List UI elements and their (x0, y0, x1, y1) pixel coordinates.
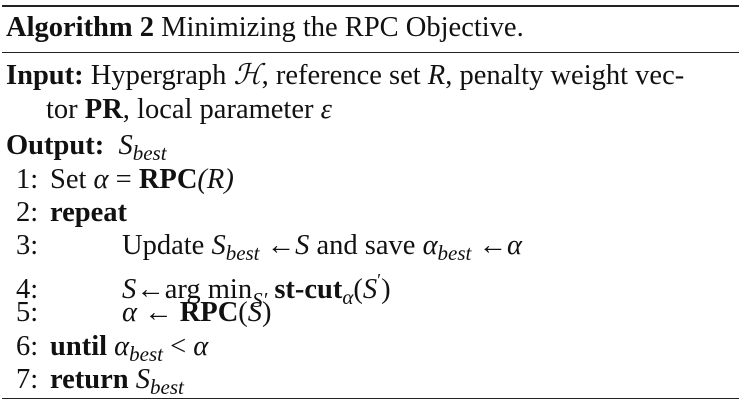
step-6: 6: until αbest < α (16, 329, 208, 372)
set-symbol: S (118, 130, 133, 161)
step-1: 1: Set α = RPC(R) (16, 162, 234, 198)
subscript: best (437, 241, 472, 265)
subscript: best (225, 241, 260, 265)
arrow: ← (471, 230, 507, 261)
step-7: 7: return Sbest (16, 362, 184, 405)
subscript: S (252, 288, 263, 312)
st-cut-function: st-cut (267, 274, 343, 305)
step-text: ( (353, 274, 363, 305)
alpha-symbol: α (93, 164, 109, 195)
set-symbol: S (128, 364, 151, 395)
step-text: and save (309, 230, 423, 261)
hypergraph-symbol: ℋ (233, 58, 262, 91)
alpha-symbol: α (122, 297, 137, 328)
step-3: 3: Update Sbest ←S and save αbest ←α (16, 228, 522, 271)
step-text: ) (262, 297, 272, 328)
alpha-symbol: α (422, 230, 438, 261)
input-text: , reference set (261, 60, 428, 91)
rpc-function: RPC (138, 164, 198, 195)
prime: ′ (377, 270, 382, 290)
keyword-until: until (50, 331, 108, 362)
step-text: Set (50, 164, 94, 195)
arrow: ← (136, 297, 180, 328)
output-label: Output: (6, 130, 105, 161)
input-line-1: Input: Hypergraph ℋ, reference set R, pe… (6, 57, 684, 94)
subscript: best (129, 342, 163, 366)
algorithm-title: Minimizing the RPC Objective. (161, 12, 524, 43)
subscript: α (342, 285, 354, 309)
alpha-symbol: α (107, 331, 130, 362)
set-symbol: S (295, 230, 310, 261)
input-line-2: tor PR, local parameter ε (46, 92, 332, 128)
set-symbol: S (247, 297, 263, 328)
reference-set-symbol: R (427, 60, 446, 91)
step-text: ) (381, 274, 391, 305)
penalty-vector-symbol: PR (84, 94, 123, 125)
alpha-symbol: α (193, 331, 209, 362)
step-text: Update (122, 230, 212, 261)
line-number: 3: (16, 230, 39, 261)
line-number: 6: (16, 331, 39, 362)
input-label: Input: (6, 60, 84, 91)
keyword-repeat: repeat (50, 197, 128, 228)
epsilon-symbol: ε (320, 94, 332, 125)
subscript: best (150, 375, 184, 399)
line-number: 5: (16, 297, 39, 328)
subscript: best (132, 141, 167, 165)
line-number: 1: (16, 164, 39, 195)
line-number: 2: (16, 197, 39, 228)
input-text: tor (46, 94, 85, 125)
set-symbol: S (211, 230, 226, 261)
caption-rule (2, 52, 739, 53)
step-text: < (162, 331, 194, 362)
algorithm-label: Algorithm 2 (6, 12, 155, 43)
set-symbol: S (362, 274, 378, 305)
step-text: = (108, 164, 139, 195)
arrow: ← (136, 274, 165, 305)
alpha-symbol: α (506, 230, 522, 261)
keyword-return: return (50, 364, 129, 395)
input-text: Hypergraph (90, 60, 234, 91)
rpc-function: RPC (179, 297, 239, 328)
input-text: , local parameter (122, 94, 321, 125)
line-number: 7: (16, 364, 39, 395)
step-text: ( (238, 297, 248, 328)
subscript-prime: ′ (262, 288, 268, 312)
output-line: Output: Sbest (6, 128, 167, 171)
top-rule (2, 5, 739, 7)
set-symbol: S (122, 274, 137, 305)
bottom-rule (2, 398, 739, 399)
input-text: , penalty weight vec- (445, 60, 685, 91)
step-4: 4: S←arg minS′ st-cutα(S′) (16, 262, 391, 318)
argmin-operator: arg min (164, 274, 253, 305)
line-number: 4: (16, 274, 39, 305)
step-2: 2: repeat (16, 195, 127, 231)
step-text: (R) (197, 164, 234, 195)
arrow: ← (259, 230, 296, 261)
step-5: 5: α ← RPC(S) (16, 295, 272, 331)
algorithm-caption: Algorithm 2 Minimizing the RPC Objective… (6, 10, 524, 46)
